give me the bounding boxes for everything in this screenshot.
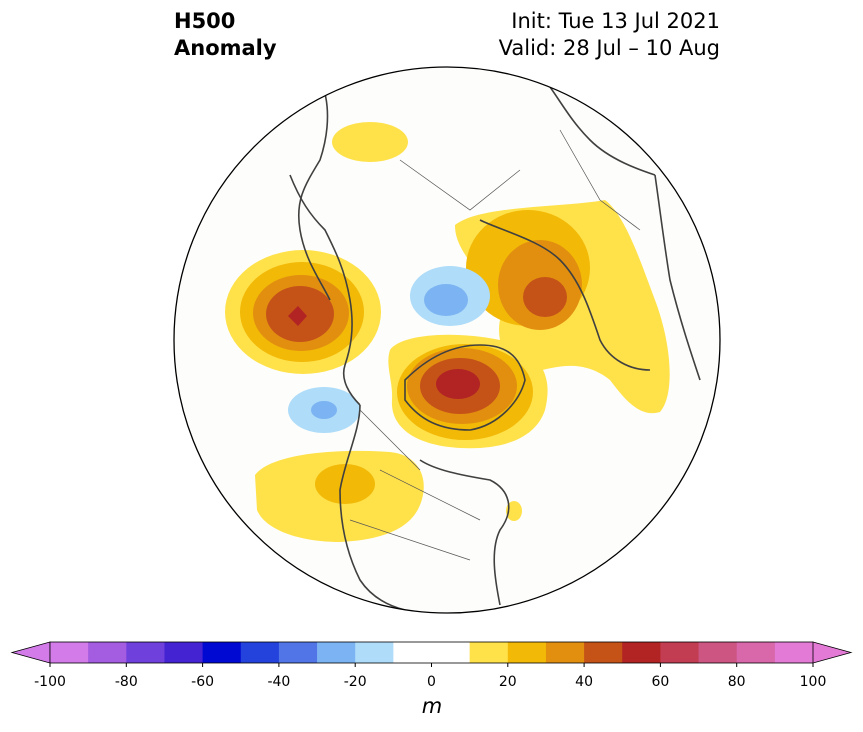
colorbar-tick-label: -80 [114,674,138,690]
coastline-alaska [289,174,361,406]
border-us-canada [359,409,421,471]
colorbar-swatch [317,642,356,663]
colorbar-tick-label: 40 [575,674,594,690]
coastline-east-na [419,459,510,606]
colorbar-swatch [126,642,165,663]
positive-anomaly-europe [332,122,408,162]
colorbar-extend-max [812,641,853,664]
colorbar-swatch [355,642,394,663]
colorbar-tick-label: -40 [267,674,291,690]
colorbar-swatch [698,642,738,663]
border-us-states [379,469,481,521]
coastline-greenland [404,344,526,431]
positive-anomaly-siberia-40 [523,277,567,317]
negative-anomaly-arctic-20 [424,284,468,316]
negative-anomaly-pacific-20 [311,401,337,419]
border-mexico [349,519,471,561]
colorbar-tick-label: 100 [799,674,827,690]
map-boundary [173,66,721,614]
coastline-europe-west [654,174,701,381]
coastline-europe-north [544,79,656,176]
colorbar-swatch [50,642,89,663]
coastline-west-na [339,404,406,611]
colorbar-swatch [393,642,471,663]
colorbar-swatch [278,642,318,663]
border-europe [559,129,641,231]
colorbar-tick-label: 80 [727,674,746,690]
colorbar-swatch [88,642,127,663]
colorbar-tick-label: 20 [498,674,517,690]
anomaly-fills [225,79,701,611]
colorbar-swatch [240,642,280,663]
colorbar-swatch [164,642,204,663]
positive-anomaly-greenland-50 [436,369,480,399]
colorbar-tick-label: -20 [343,674,367,690]
init-date: Init: Tue 13 Jul 2021 [511,9,720,33]
colorbar-swatch [774,642,814,663]
colorbar-extend-min [10,641,51,664]
colorbar-tick-label: 0 [427,674,436,690]
colorbar-swatch [507,642,547,663]
positive-anomaly-ne-pacific-50 [288,306,307,326]
variable-label: H500 [174,9,236,33]
colorbar-swatch [545,642,585,663]
polar-map [173,66,721,614]
colorbar-tick-label: -100 [34,674,66,690]
colorbar-swatch [660,642,700,663]
colorbar-swatch [584,642,623,663]
colorbar [10,641,853,667]
colorbar-swatch [202,642,242,663]
colorbar-swatch [622,642,661,663]
positive-anomaly-atlantic [506,501,522,521]
map-title: H500 Anomaly [174,8,277,62]
valid-period: Valid: 28 Jul – 10 Aug [498,36,720,60]
colorbar-swatch [469,642,509,663]
colorbar-swatch [736,642,776,663]
coastline-eurasia [479,219,651,371]
date-info: Init: Tue 13 Jul 2021 Valid: 28 Jul – 10… [499,8,720,62]
border-russia [399,159,521,211]
colorbar-tick-label: -60 [191,674,215,690]
anomaly-label: Anomaly [174,36,277,60]
coastline-east-asia [297,79,331,301]
colorbar-tick-label: 60 [651,674,670,690]
borders [349,129,641,561]
colorbar-unit-label: m [421,694,443,718]
coastlines [289,79,701,611]
positive-anomaly-western-us-20 [315,464,375,504]
